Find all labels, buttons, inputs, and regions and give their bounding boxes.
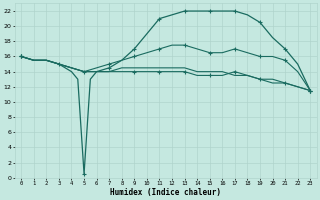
X-axis label: Humidex (Indice chaleur): Humidex (Indice chaleur) bbox=[110, 188, 221, 197]
